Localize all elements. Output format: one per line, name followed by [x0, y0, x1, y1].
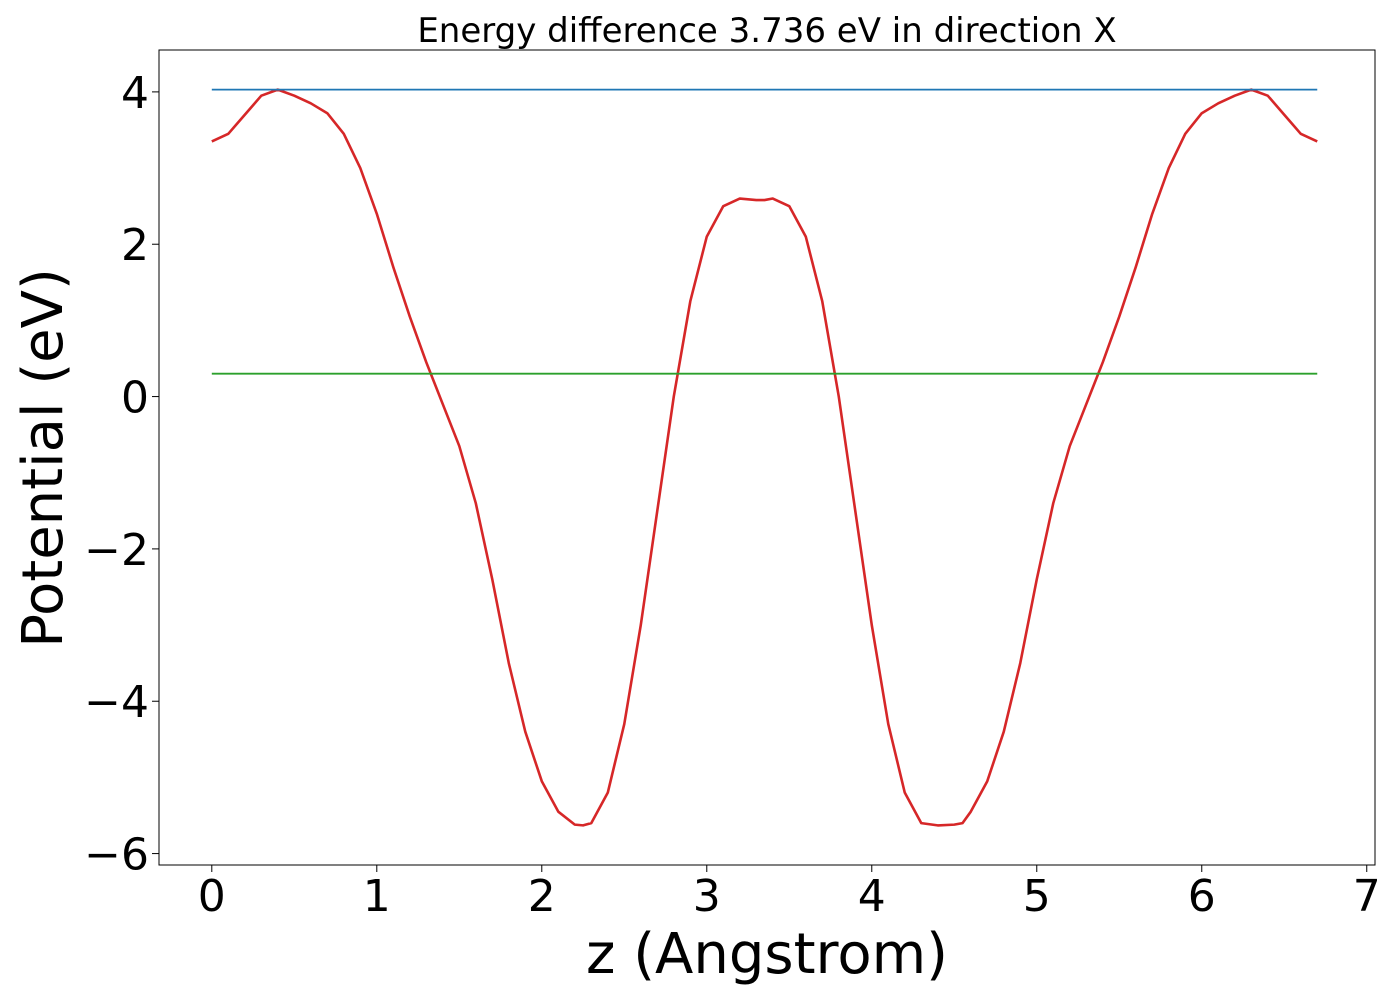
x-axis-label: z (Angstrom)	[586, 922, 948, 987]
x-axis-ticks: 0 1 2 3 4 5 6 7	[198, 865, 1381, 922]
x-tick-label: 1	[363, 871, 391, 922]
x-tick-label: 5	[1023, 871, 1051, 922]
x-tick-label: 7	[1353, 871, 1381, 922]
y-axis-ticks: 4 2 0 −2 −4 −6	[84, 68, 159, 881]
x-tick-label: 4	[858, 871, 886, 922]
x-tick-label: 2	[528, 871, 556, 922]
y-tick-label: −2	[84, 525, 149, 576]
y-tick-label: 4	[121, 68, 149, 119]
y-tick-label: 2	[121, 220, 149, 271]
chart-title: Energy difference 3.736 eV in direction …	[417, 11, 1116, 51]
y-tick-label: 0	[121, 373, 149, 424]
y-tick-label: −4	[84, 677, 149, 728]
plot-area	[211, 88, 1318, 827]
x-tick-label: 3	[693, 871, 721, 922]
y-axis-label: Potential (eV)	[11, 268, 76, 648]
x-tick-label: 6	[1188, 871, 1216, 922]
x-tick-label: 0	[198, 871, 226, 922]
axes-frame	[158, 49, 1376, 866]
y-tick-label: −6	[84, 830, 149, 881]
series-line-1	[211, 88, 1318, 827]
